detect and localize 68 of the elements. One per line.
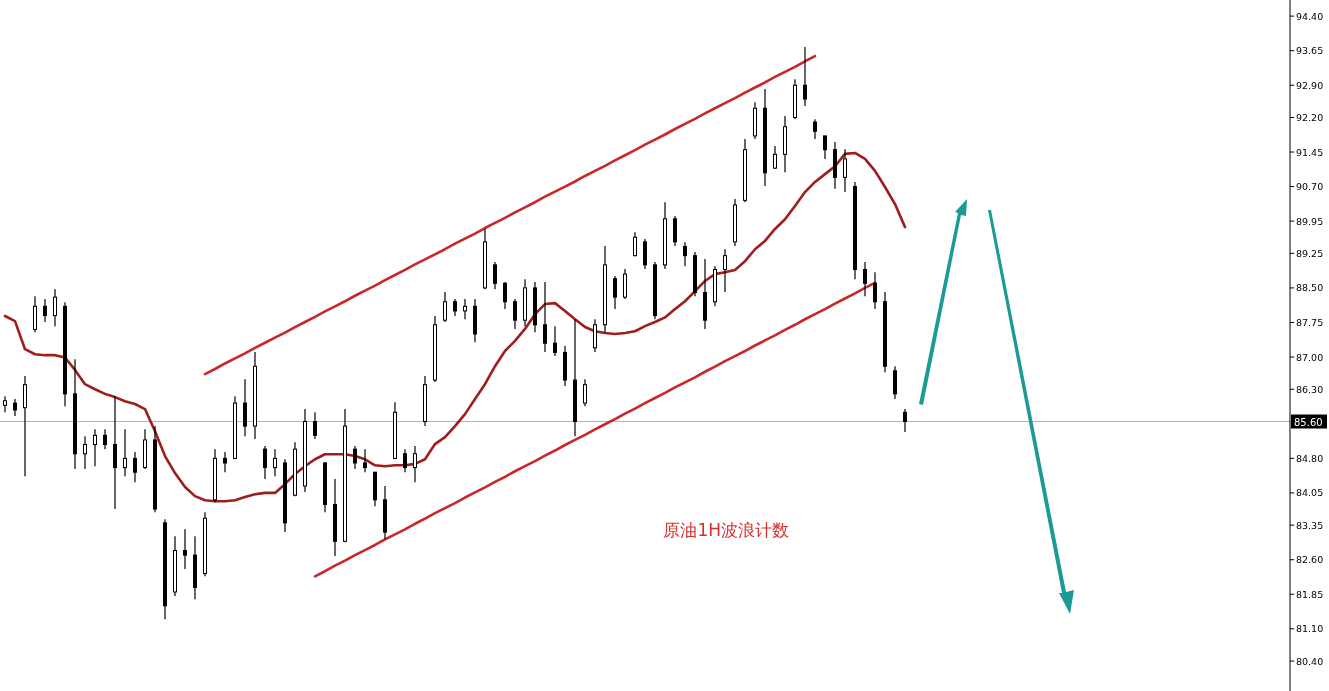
y-tick-label: 80.40 xyxy=(1296,655,1324,667)
candlestick xyxy=(583,378,587,407)
y-tick-label: 83.35 xyxy=(1296,519,1324,531)
y-tick-label: 87.00 xyxy=(1296,351,1324,363)
candlestick xyxy=(903,408,907,433)
candlestick xyxy=(553,325,557,357)
candlestick xyxy=(823,135,827,160)
candlestick xyxy=(513,298,517,330)
candlestick xyxy=(223,451,227,473)
y-tick-label: 86.30 xyxy=(1296,383,1324,395)
y-tick-label: 84.80 xyxy=(1296,452,1324,464)
candlestick xyxy=(803,46,807,107)
candlestick xyxy=(273,448,277,477)
y-tick-label: 82.60 xyxy=(1296,554,1324,566)
candlestick xyxy=(643,238,647,270)
candlestick xyxy=(593,318,597,353)
y-tick-label: 93.65 xyxy=(1296,45,1324,57)
y-tick-label: 90.70 xyxy=(1296,181,1324,193)
candlestick xyxy=(363,448,367,473)
candlestick xyxy=(93,428,97,467)
y-tick-label: 94.40 xyxy=(1296,10,1324,22)
candlestick xyxy=(23,375,27,477)
annotation: 原油1H波浪计数 xyxy=(663,519,790,540)
line-series xyxy=(203,54,817,376)
ref-line-label: 85.60 xyxy=(1294,416,1323,428)
candlestick xyxy=(503,281,507,310)
y-tick-label: 92.20 xyxy=(1296,111,1324,123)
candlestick xyxy=(463,298,467,320)
candlestick xyxy=(873,271,877,310)
y-tick-label: 89.95 xyxy=(1296,215,1324,227)
y-tick-label: 81.10 xyxy=(1296,623,1324,635)
candlestick xyxy=(53,288,57,327)
y-tick-label: 81.85 xyxy=(1296,588,1324,600)
y-tick-label: 92.90 xyxy=(1296,79,1324,91)
candlestick xyxy=(403,448,407,473)
candlestick xyxy=(543,281,547,353)
candlestick xyxy=(123,428,127,477)
candlestick xyxy=(673,215,677,247)
candlestick xyxy=(243,378,247,437)
candlestick xyxy=(103,428,107,450)
y-tick-label: 84.05 xyxy=(1296,487,1324,499)
candlestick xyxy=(723,248,727,293)
candlestick xyxy=(133,451,137,483)
candlestick xyxy=(493,261,497,290)
candlestick xyxy=(33,295,37,333)
candlestick xyxy=(843,148,847,193)
y-tick-label: 87.75 xyxy=(1296,316,1324,328)
line-series xyxy=(3,151,907,503)
y-tick-label: 91.45 xyxy=(1296,146,1324,158)
candlestick xyxy=(443,291,447,323)
candlestick xyxy=(863,261,867,297)
line-series xyxy=(313,281,877,578)
candlestick xyxy=(353,445,357,470)
candlestick xyxy=(613,275,617,310)
candlestick xyxy=(893,365,897,400)
candlestick xyxy=(413,445,417,483)
candlestick xyxy=(3,395,7,413)
y-tick-label: 89.25 xyxy=(1296,247,1324,259)
candlestick xyxy=(43,298,47,323)
candlestick xyxy=(183,528,187,570)
candlestick xyxy=(813,118,817,140)
candlestick xyxy=(683,241,687,267)
candlestick xyxy=(83,435,87,470)
candlestick xyxy=(113,395,117,510)
candlestick xyxy=(623,268,627,300)
candlestick xyxy=(313,411,317,440)
y-tick-label: 88.50 xyxy=(1296,282,1324,294)
candlestick xyxy=(263,445,267,480)
